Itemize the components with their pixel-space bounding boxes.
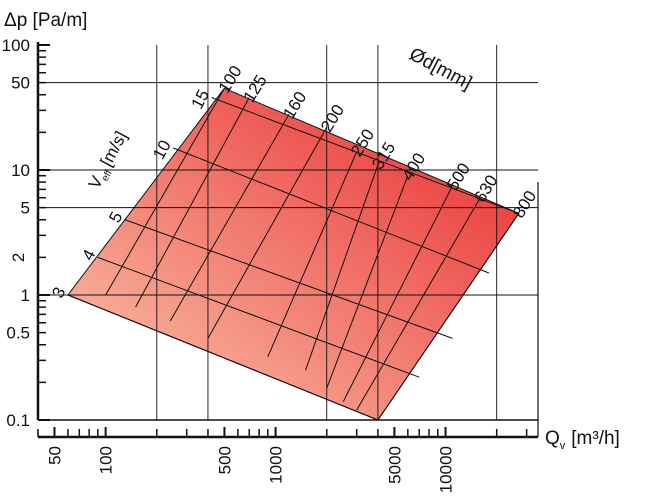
diameter-line bbox=[356, 197, 481, 411]
y-tick-label: 0.5 bbox=[6, 324, 30, 343]
diameter-lines bbox=[105, 88, 520, 421]
velocity-line bbox=[67, 294, 379, 421]
y-axis-title: Δp [Pa/m] bbox=[4, 10, 87, 31]
velocity-title-sub: eff bbox=[100, 168, 115, 183]
diameter-line bbox=[135, 97, 250, 308]
diameter-line bbox=[105, 88, 225, 296]
diameter-line bbox=[267, 151, 358, 358]
y-tick-label: 1 bbox=[21, 286, 30, 305]
diameter-title: Ød[mm] bbox=[406, 44, 476, 94]
diameter-line bbox=[342, 185, 454, 402]
velocity-label: 5 bbox=[105, 209, 126, 226]
y-tick-label: 5 bbox=[21, 199, 30, 218]
x-tick-label: 100 bbox=[97, 446, 116, 474]
diagram-region bbox=[67, 87, 520, 421]
y-tick-label: 10 bbox=[11, 161, 30, 180]
velocity-line bbox=[211, 97, 520, 214]
x-axis-ticks: 50 100 500 1000 5000 10000 bbox=[37, 427, 528, 493]
velocity-lines bbox=[67, 97, 520, 421]
velocity-line bbox=[173, 147, 490, 274]
diameter-line bbox=[326, 175, 409, 389]
axes bbox=[36, 42, 539, 439]
diameter-line bbox=[169, 113, 290, 322]
x-axis-title-unit: [m³/h] bbox=[571, 428, 620, 449]
y-tick-label: 100 bbox=[2, 36, 30, 55]
y-tick-label: 2 bbox=[9, 253, 28, 262]
y-tick-label: 0.1 bbox=[6, 411, 30, 430]
velocity-label: 3 bbox=[48, 284, 69, 301]
y-tick-label: 50 bbox=[11, 74, 30, 93]
velocity-title-unit: [m/s] bbox=[97, 128, 131, 169]
x-axis-title-main: Q bbox=[545, 428, 560, 449]
velocity-label: 4 bbox=[78, 246, 99, 263]
diameter-line bbox=[207, 126, 328, 339]
velocity-line bbox=[97, 256, 420, 378]
diameter-line bbox=[377, 213, 520, 421]
x-tick-label: 500 bbox=[215, 446, 234, 474]
x-tick-label: 10000 bbox=[437, 446, 456, 493]
x-axis-title-sub: v bbox=[560, 440, 566, 452]
x-axis-title: Qv [m³/h] bbox=[545, 428, 620, 452]
x-tick-label: 1000 bbox=[267, 446, 286, 484]
diameter-line bbox=[305, 164, 379, 371]
y-axis-ticks: 0.1 0.5 1 2 5 10 50 100 bbox=[2, 36, 50, 430]
velocity-line bbox=[124, 219, 453, 339]
velocity-title: Veff[m/s] bbox=[85, 128, 134, 193]
region-polygon bbox=[67, 87, 520, 421]
x-tick-label: 5000 bbox=[385, 446, 404, 484]
x-tick-label: 50 bbox=[46, 446, 65, 465]
